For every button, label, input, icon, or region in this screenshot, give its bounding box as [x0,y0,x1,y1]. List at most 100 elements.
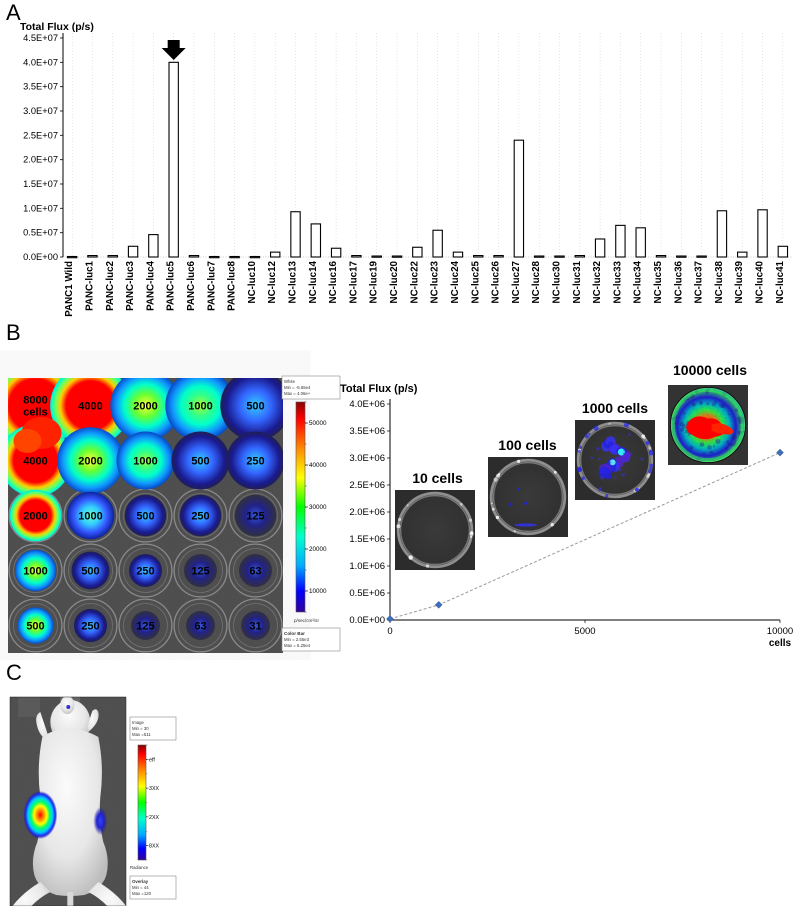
svg-text:Total Flux (p/s): Total Flux (p/s) [20,21,94,33]
svg-text:0.5E+07: 0.5E+07 [23,228,58,238]
svg-text:NC-luc41: NC-luc41 [775,260,786,303]
svg-text:40000: 40000 [309,462,327,469]
svg-text:cells: cells [769,638,792,649]
svg-text:1.5E+06: 1.5E+06 [349,534,385,545]
svg-text:2000: 2000 [23,511,47,523]
svg-text:0.0E+00: 0.0E+00 [349,615,385,626]
svg-text:Max =120: Max =120 [132,891,152,896]
svg-text:PANC-luc1: PANC-luc1 [85,260,96,310]
svg-text:PANC-luc4: PANC-luc4 [145,260,156,310]
svg-text:4000: 4000 [78,401,102,413]
svg-text:500: 500 [26,621,44,633]
svg-text:NC-luc27: NC-luc27 [511,260,522,303]
svg-text:4000: 4000 [23,456,47,468]
svg-text:10000: 10000 [309,588,327,595]
svg-text:PANC1 Wild: PANC1 Wild [64,261,75,317]
svg-text:Max =511: Max =511 [132,732,151,737]
svg-text:NC-luc14: NC-luc14 [308,260,319,303]
svg-text:NC-luc39: NC-luc39 [734,260,745,303]
svg-text:3.5E+06: 3.5E+06 [349,426,385,437]
svg-text:B: B [6,320,21,345]
svg-text:NC-luc35: NC-luc35 [653,260,664,303]
svg-text:Overlay: Overlay [132,879,149,884]
svg-text:NC-luc34: NC-luc34 [633,260,644,303]
svg-text:0: 0 [387,626,392,637]
svg-text:PANC-luc7: PANC-luc7 [206,260,217,310]
svg-text:cells: cells [23,407,47,419]
svg-text:NC-luc32: NC-luc32 [592,260,603,303]
svg-text:63: 63 [249,566,261,578]
svg-text:125: 125 [191,566,209,578]
svg-text:NC-luc23: NC-luc23 [430,260,441,303]
svg-text:125: 125 [136,621,154,633]
svg-text:p/sec/cm²/sr: p/sec/cm²/sr [294,618,319,623]
svg-text:NC-luc38: NC-luc38 [714,260,725,303]
svg-text:4.0E+07: 4.0E+07 [23,57,58,67]
svg-text:125: 125 [246,511,264,523]
svg-text:250: 250 [191,511,209,523]
svg-text:1.5E+07: 1.5E+07 [23,179,58,189]
svg-text:NC-luc22: NC-luc22 [409,260,420,303]
svg-text:Max = 4.06e+: Max = 4.06e+ [284,391,311,396]
svg-text:NC-luc12: NC-luc12 [267,260,278,303]
svg-text:NC-luc10: NC-luc10 [247,260,258,303]
svg-text:NC-luc36: NC-luc36 [673,260,684,303]
svg-text:0.0E+00: 0.0E+00 [23,252,58,262]
svg-text:NC-luc40: NC-luc40 [755,260,766,303]
svg-text:2000: 2000 [133,401,157,413]
svg-text:3.5E+07: 3.5E+07 [23,82,58,92]
svg-text:Min = 30: Min = 30 [132,726,149,731]
svg-text:250: 250 [246,456,264,468]
svg-text:NC-luc30: NC-luc30 [552,260,563,303]
svg-text:NC-luc16: NC-luc16 [328,260,339,303]
svg-text:500: 500 [81,566,99,578]
svg-text:500: 500 [246,401,264,413]
svg-text:4.5E+07: 4.5E+07 [23,33,58,43]
svg-text:500: 500 [136,511,154,523]
svg-text:1000: 1000 [23,566,47,578]
svg-text:1.0E+07: 1.0E+07 [23,203,58,213]
svg-text:Image: Image [132,720,145,725]
svg-text:PANC-luc3: PANC-luc3 [125,260,136,310]
svg-text:250: 250 [136,566,154,578]
svg-text:White: White [284,379,296,384]
svg-text:3.0E+07: 3.0E+07 [23,106,58,116]
svg-text:Min = 44: Min = 44 [132,885,149,890]
svg-text:2.0E+06: 2.0E+06 [349,507,385,518]
svg-text:Color Bar: Color Bar [284,631,305,636]
svg-text:PANC-luc2: PANC-luc2 [105,260,116,310]
svg-text:50000: 50000 [309,420,327,427]
svg-text:250: 250 [81,621,99,633]
svg-text:3XX: 3XX [149,786,159,792]
svg-text:5000: 5000 [574,626,595,637]
svg-text:Max = 5.25e4: Max = 5.25e4 [284,643,311,648]
svg-text:PANC-luc6: PANC-luc6 [186,260,197,310]
svg-text:30000: 30000 [309,504,327,511]
svg-text:A: A [6,0,21,25]
svg-text:eff: eff [149,757,155,763]
svg-text:NC-luc19: NC-luc19 [369,260,380,303]
svg-text:Min = -5.65e4: Min = -5.65e4 [284,385,311,390]
svg-text:1000: 1000 [188,401,212,413]
svg-text:63: 63 [194,621,206,633]
svg-text:2.0E+07: 2.0E+07 [23,155,58,165]
svg-text:NC-luc24: NC-luc24 [450,260,461,303]
svg-text:C: C [6,660,22,685]
svg-text:3.0E+06: 3.0E+06 [349,453,385,464]
svg-text:500: 500 [191,456,209,468]
svg-text:10000: 10000 [767,626,793,637]
svg-text:Radiance: Radiance [130,865,149,870]
svg-text:NC-luc20: NC-luc20 [389,260,400,303]
svg-text:1.0E+06: 1.0E+06 [349,561,385,572]
svg-text:4.0E+06: 4.0E+06 [349,399,385,410]
svg-text:NC-luc33: NC-luc33 [612,260,623,303]
svg-text:PANC-luc5: PANC-luc5 [166,260,177,310]
svg-text:1000: 1000 [78,511,102,523]
svg-text:NC-luc31: NC-luc31 [572,260,583,303]
svg-text:1000: 1000 [133,456,157,468]
svg-text:Min = 2.55e3: Min = 2.55e3 [284,637,310,642]
svg-text:NC-luc25: NC-luc25 [470,260,481,303]
svg-text:2.5E+07: 2.5E+07 [23,130,58,140]
svg-text:PANC-luc8: PANC-luc8 [227,260,238,310]
svg-text:20000: 20000 [309,546,327,553]
